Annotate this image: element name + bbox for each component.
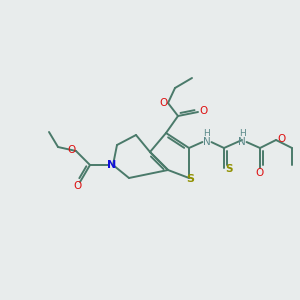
Text: O: O xyxy=(255,168,263,178)
Text: S: S xyxy=(225,164,233,174)
Text: N: N xyxy=(238,137,246,147)
Text: S: S xyxy=(186,174,194,184)
Text: O: O xyxy=(277,134,285,144)
Text: O: O xyxy=(159,98,167,108)
Text: N: N xyxy=(107,160,117,170)
Text: H: H xyxy=(238,130,245,139)
Text: N: N xyxy=(203,137,211,147)
Text: O: O xyxy=(199,106,207,116)
Text: O: O xyxy=(73,181,81,191)
Text: O: O xyxy=(67,145,75,155)
Text: H: H xyxy=(204,130,210,139)
